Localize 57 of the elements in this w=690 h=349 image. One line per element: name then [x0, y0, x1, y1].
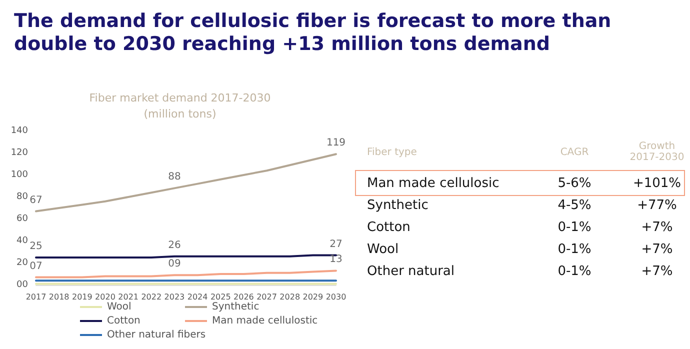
- line-series: [35, 270, 337, 278]
- legend-label: Cotton: [107, 316, 140, 326]
- text: +7%: [640, 264, 674, 278]
- text: 4-5%: [556, 198, 592, 212]
- text: Growth 2017-2030: [628, 141, 686, 163]
- text: 0-1%: [556, 242, 592, 256]
- legend-label: Synthetic: [212, 302, 260, 312]
- y-tick-label: 120: [10, 148, 28, 158]
- data-label: 07: [30, 260, 42, 272]
- y-tick-label: 40: [16, 236, 28, 246]
- x-tick-label: 2029: [302, 292, 324, 302]
- text: Man made cellulosic: [366, 176, 500, 190]
- y-tick-label: 140: [10, 126, 28, 136]
- x-tick-label: 2027: [256, 292, 277, 302]
- legend-label: Man made cellulostic: [212, 316, 318, 326]
- x-tick-label: 2021: [118, 292, 138, 302]
- x-tick-label: 2020: [95, 292, 116, 302]
- data-label: 26: [168, 240, 181, 251]
- chart-subtitle: Fiber market demand 2017-2030 (million tons): [89, 92, 271, 120]
- data-label: 27: [330, 238, 342, 250]
- data-label: 09: [168, 258, 181, 270]
- x-tick-label: 2030: [326, 292, 346, 302]
- text: 0-1%: [556, 220, 592, 234]
- data-label: 25: [30, 241, 42, 252]
- chart-title: The demand for cellulosic fiber is forecast to more than double to 2030 reaching +13 million tons demand: [14, 10, 612, 56]
- legend-label: Other natural fibers: [107, 330, 206, 340]
- y-tick-label: 80: [16, 192, 28, 202]
- text: Other natural: [366, 264, 456, 278]
- y-tick-label: 60: [16, 214, 28, 224]
- x-tick-label: 2028: [280, 292, 300, 302]
- x-tick-label: 2017: [26, 292, 46, 302]
- text: Synthetic: [366, 198, 430, 212]
- data-label: 13: [330, 254, 342, 266]
- x-tick-label: 2023: [164, 292, 185, 302]
- text: +101%: [632, 176, 682, 190]
- data-label: 88: [168, 172, 181, 183]
- text: +7%: [640, 220, 674, 234]
- data-label: 67: [30, 194, 42, 206]
- text: Wool: [366, 242, 400, 256]
- text: 5-6%: [556, 176, 592, 190]
- text: CAGR: [559, 146, 590, 158]
- x-tick-label: 2024: [187, 292, 208, 302]
- text: 0-1%: [556, 264, 592, 278]
- text: +77%: [636, 198, 678, 212]
- y-tick-label: 20: [16, 258, 28, 268]
- y-tick-label: 100: [10, 170, 28, 180]
- x-tick-label: 2018: [48, 292, 70, 302]
- legend-label: Wool: [107, 302, 132, 312]
- x-tick-label: 2026: [234, 292, 254, 302]
- text: +7%: [640, 242, 674, 256]
- x-tick-label: 2025: [210, 292, 231, 302]
- y-tick-label: 00: [16, 280, 28, 290]
- data-label: 119: [326, 138, 346, 149]
- x-tick-label: 2022: [141, 292, 162, 302]
- text: Fiber type: [366, 146, 418, 158]
- x-tick-label: 2019: [72, 292, 92, 302]
- text: Cotton: [366, 220, 412, 234]
